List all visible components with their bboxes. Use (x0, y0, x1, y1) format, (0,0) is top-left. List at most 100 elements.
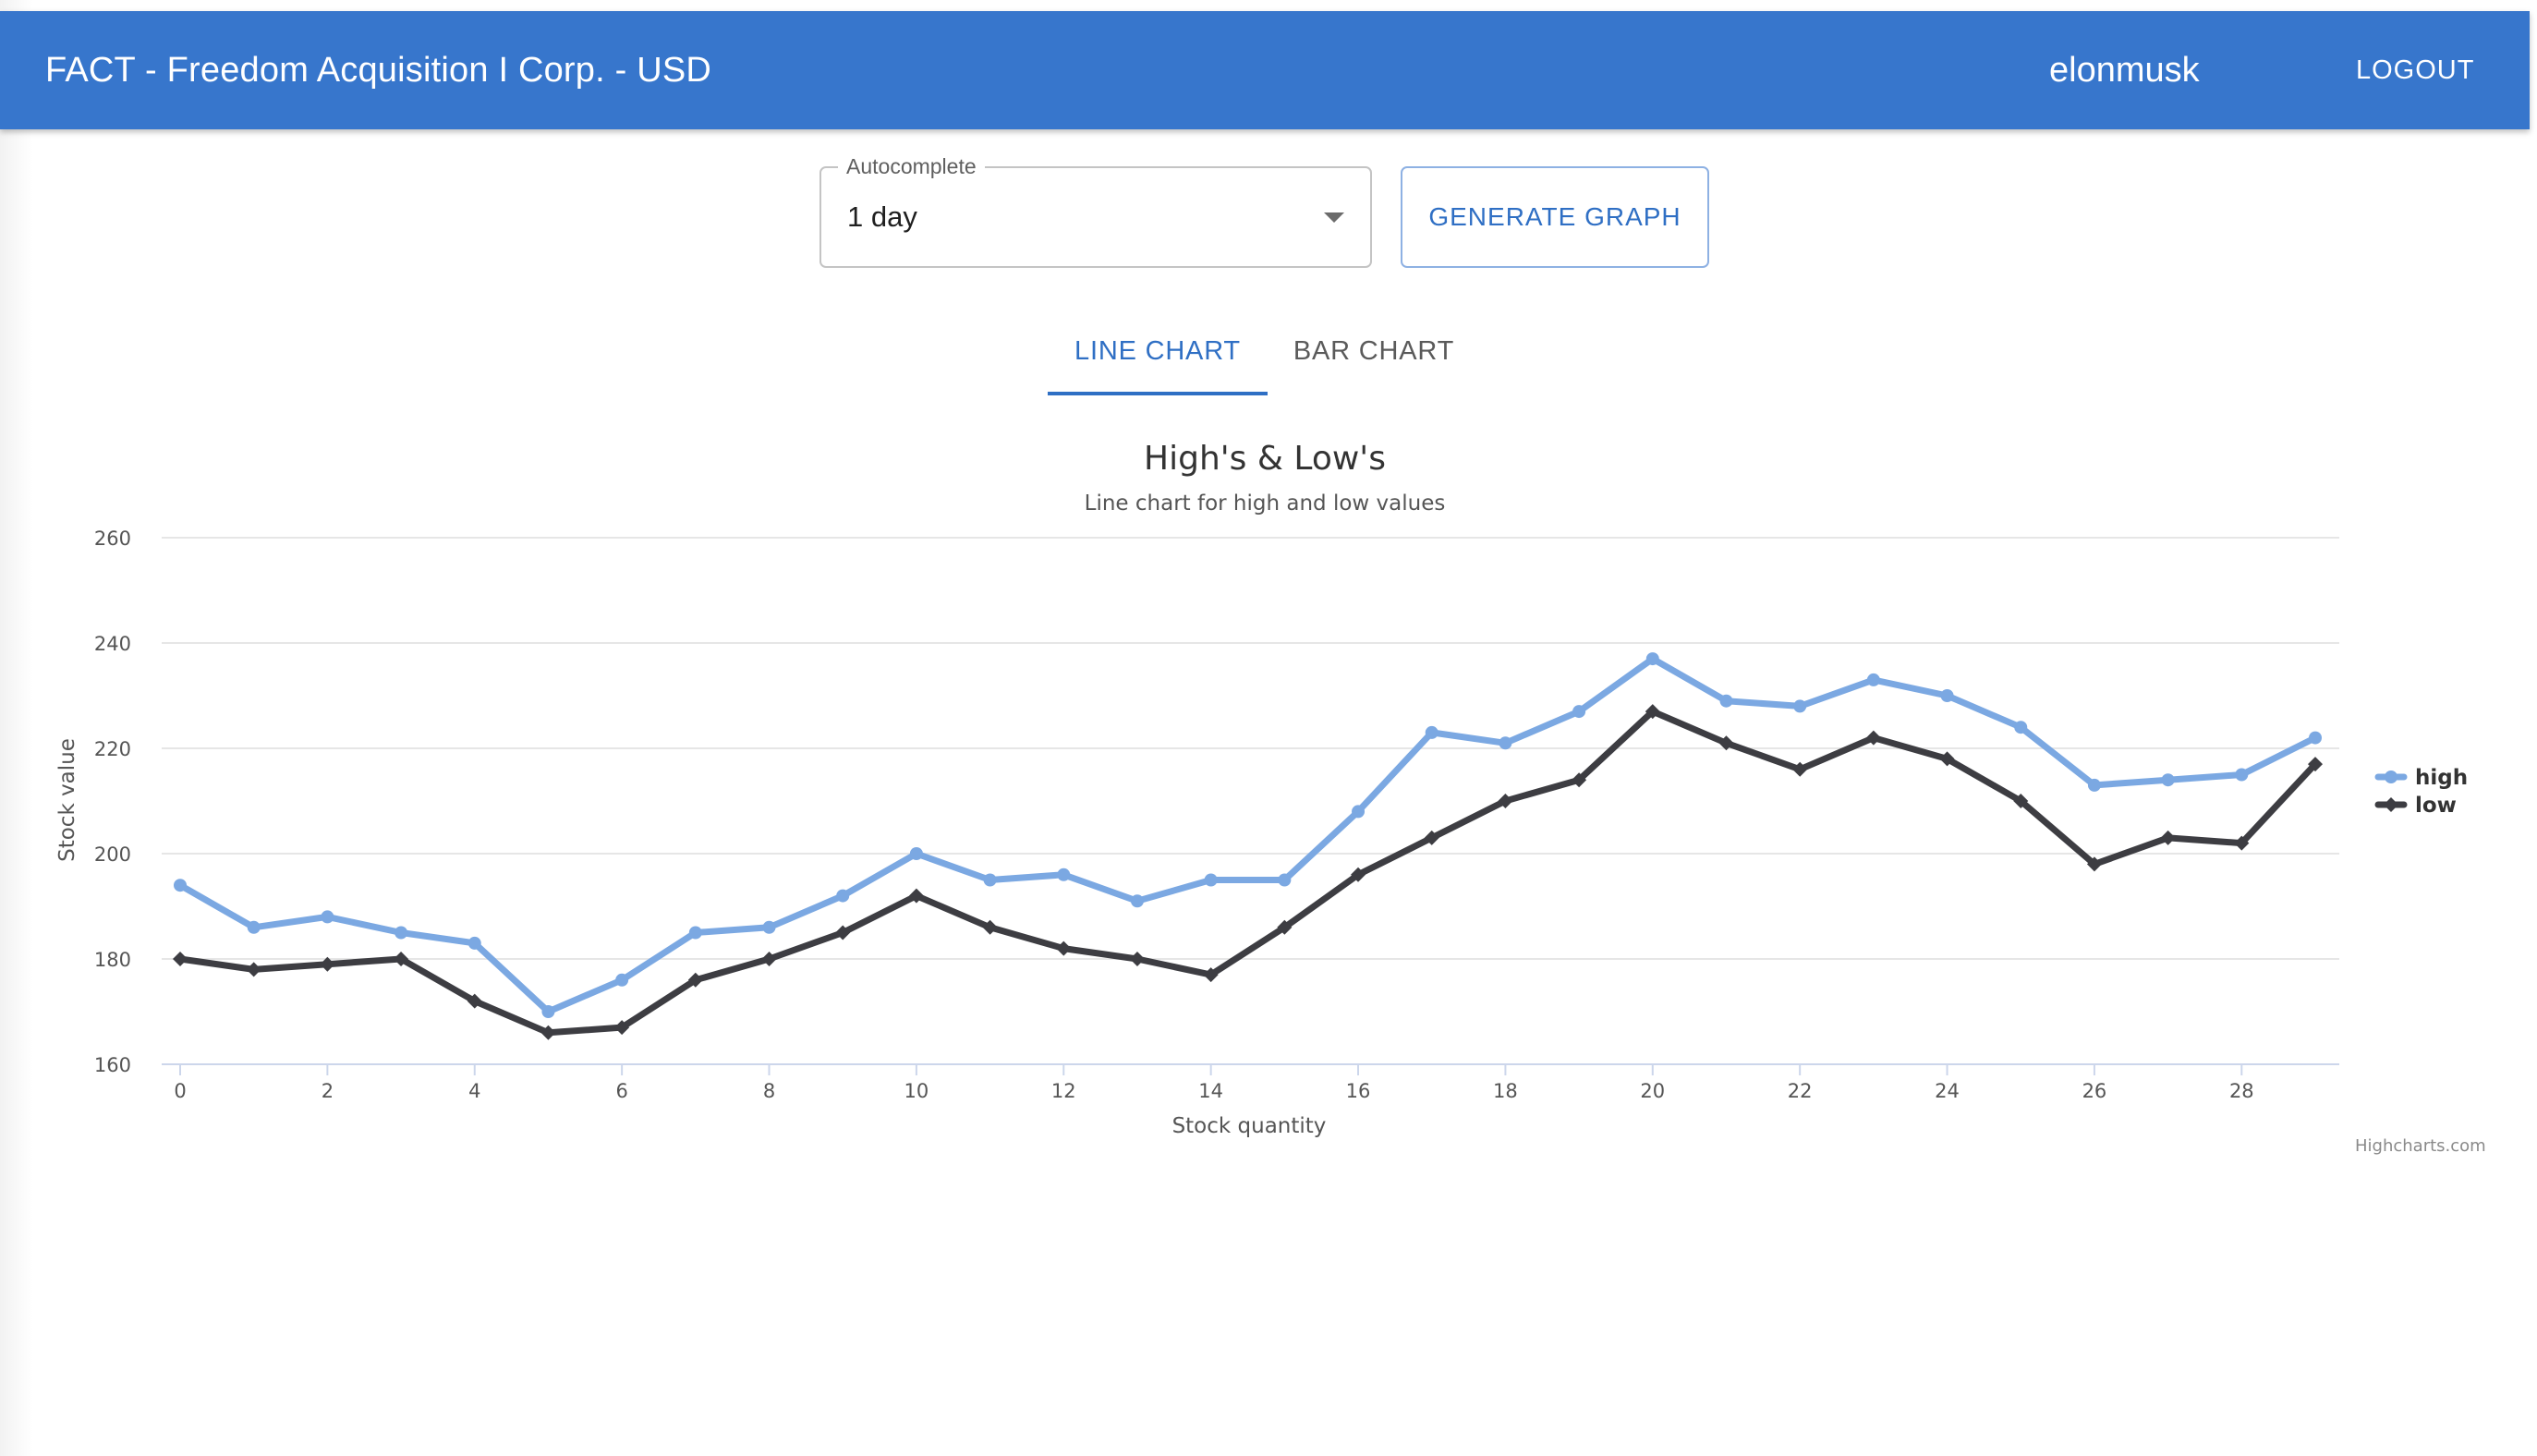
x-tick-label: 12 (1051, 1080, 1076, 1102)
data-point-high (1645, 652, 1659, 666)
data-point-high (2161, 773, 2175, 787)
data-point-high (688, 926, 702, 940)
generate-graph-button[interactable]: GENERATE GRAPH (1401, 166, 1709, 268)
y-tick-label: 200 (94, 843, 131, 866)
data-point-low (982, 919, 998, 935)
data-point-high (1425, 725, 1438, 739)
data-point-high (1278, 873, 1292, 887)
chart-grid (162, 537, 2339, 960)
data-point-low (2160, 830, 2176, 845)
data-point-low (2308, 757, 2323, 772)
chart-subtitle: Line chart for high and low values (1085, 491, 1446, 516)
data-point-low (908, 888, 924, 904)
data-point-high (174, 879, 187, 892)
data-point-low (320, 956, 335, 972)
page-edge-shadow (0, 0, 33, 1456)
series-layer (173, 652, 2323, 1040)
data-point-high (1719, 694, 1733, 708)
data-point-high (2235, 768, 2249, 782)
x-tick-label: 28 (2229, 1080, 2254, 1102)
time-range-select-value: 1 day (847, 200, 917, 233)
chevron-down-icon[interactable] (1324, 212, 1344, 223)
x-tick-label: 22 (1788, 1080, 1813, 1102)
logout-button[interactable]: LOGOUT (2356, 55, 2475, 85)
data-point-low (614, 1020, 630, 1036)
data-point-low (1718, 735, 1734, 751)
data-point-low (1056, 940, 1072, 956)
data-point-high (615, 973, 629, 987)
y-tick-label: 260 (94, 528, 131, 550)
y-tick-label: 220 (94, 738, 131, 760)
data-point-low (1939, 751, 1955, 767)
x-tick-label: 0 (174, 1080, 186, 1102)
legend-symbol-marker (2385, 770, 2397, 783)
x-tick-label: 24 (1935, 1080, 1960, 1102)
data-point-low (1424, 830, 1439, 845)
x-tick-label: 6 (615, 1080, 627, 1102)
data-point-low (1351, 867, 1366, 882)
x-axis-ticks: 0 2 4 6 8 10 12 14 16 18 20 22 24 26 28 (174, 1064, 2254, 1102)
data-point-low (1129, 952, 1145, 966)
x-tick-label: 14 (1198, 1080, 1223, 1102)
data-point-low (246, 962, 261, 977)
x-tick-label: 16 (1346, 1080, 1371, 1102)
data-point-low (1277, 919, 1293, 935)
data-point-high (541, 1005, 555, 1018)
data-point-high (1130, 894, 1144, 908)
data-point-low (467, 993, 482, 1009)
tab-line-chart[interactable]: LINE CHART (1048, 322, 1268, 395)
data-point-high (1352, 805, 1366, 819)
username-label: elonmusk (2049, 51, 2200, 90)
data-point-high (1940, 689, 1954, 702)
y-axis-title: Stock value (55, 738, 79, 862)
data-point-low (540, 1025, 556, 1040)
data-point-high (983, 873, 997, 887)
data-point-high (2309, 731, 2322, 745)
chart-legend: high low (2374, 766, 2468, 818)
data-point-low (687, 972, 703, 988)
x-tick-label: 20 (1640, 1080, 1665, 1102)
y-axis-ticks: 160 180 200 220 240 260 (94, 528, 131, 1076)
data-point-low (1865, 730, 1881, 746)
data-point-high (321, 910, 334, 924)
data-point-low (2013, 794, 2029, 808)
y-tick-label: 160 (94, 1054, 131, 1076)
data-point-low (1203, 967, 1219, 983)
x-tick-label: 10 (904, 1080, 929, 1102)
chart-credits[interactable]: Highcharts.com (2355, 1136, 2486, 1156)
data-point-low (835, 925, 851, 940)
data-point-high (2087, 778, 2101, 792)
series-line-high (176, 655, 2319, 1015)
data-point-low (173, 952, 188, 966)
y-tick-label: 180 (94, 949, 131, 971)
line-chart: High's & Low's Line chart for high and l… (55, 440, 2468, 1138)
x-tick-label: 26 (2082, 1080, 2107, 1102)
time-range-select-label: Autocomplete (838, 153, 985, 179)
data-point-low (2234, 835, 2250, 851)
data-point-high (2014, 721, 2028, 734)
data-point-low (394, 952, 409, 966)
data-point-low (1572, 772, 1587, 788)
data-point-low (2086, 856, 2102, 872)
tab-bar-chart[interactable]: BAR CHART (1293, 336, 1455, 366)
x-tick-label: 8 (763, 1080, 775, 1102)
data-point-high (395, 926, 408, 940)
time-range-select[interactable]: Autocomplete 1 day (819, 153, 1372, 268)
data-point-high (1572, 705, 1586, 719)
data-point-high (1866, 673, 1880, 686)
data-point-low (1645, 704, 1660, 720)
data-point-high (1204, 873, 1218, 887)
data-point-high (909, 847, 923, 860)
data-point-high (247, 920, 261, 934)
app-title: FACT - Freedom Acquisition I Corp. - USD (45, 51, 712, 90)
legend-item-label: high (2415, 766, 2468, 790)
data-point-high (467, 936, 481, 950)
y-tick-label: 240 (94, 633, 131, 655)
x-axis-title: Stock quantity (1172, 1114, 1327, 1138)
x-tick-label: 4 (468, 1080, 480, 1102)
x-tick-label: 18 (1493, 1080, 1518, 1102)
legend-symbol-marker (2384, 797, 2398, 812)
data-point-high (762, 920, 776, 934)
chart-title: High's & Low's (1144, 440, 1386, 478)
data-point-low (761, 952, 777, 966)
